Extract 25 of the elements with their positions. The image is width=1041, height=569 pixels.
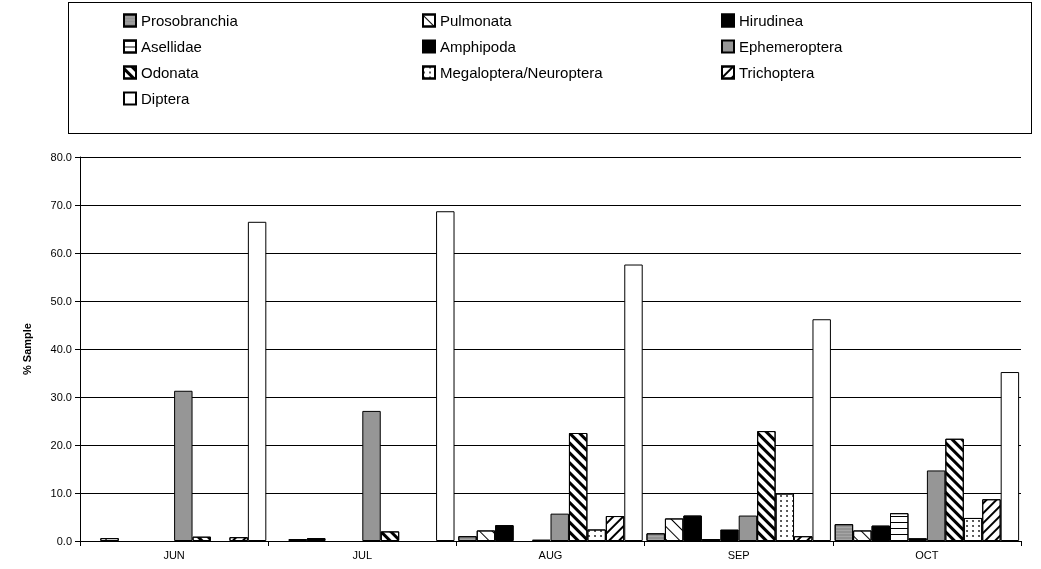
- y-axis-title: % Sample: [20, 323, 33, 375]
- legend-label: Amphipoda: [440, 38, 517, 55]
- x-tick-label: OCT: [915, 548, 939, 561]
- legend-label: Trichoptera: [739, 64, 815, 81]
- y-tick-label: 20.0: [50, 439, 72, 451]
- legend-label: Odonata: [141, 64, 200, 81]
- legend-label: Diptera: [141, 90, 191, 107]
- y-tick-label: 30.0: [50, 391, 72, 403]
- y-tick-label: 0.0: [56, 535, 72, 547]
- x-tick-label: SEP: [727, 548, 750, 561]
- x-tick-label: AUG: [538, 548, 563, 561]
- y-tick-label: 80.0: [50, 151, 72, 163]
- y-tick-label: 40.0: [50, 343, 72, 355]
- y-tick-label: 60.0: [50, 247, 72, 259]
- y-tick-label: 10.0: [50, 487, 72, 499]
- x-tick-label: JUN: [163, 548, 185, 561]
- legend-label: Pulmonata: [440, 12, 513, 29]
- legend-label: Prosobranchia: [141, 12, 239, 29]
- y-tick-label: 50.0: [50, 295, 72, 307]
- legend-label: Asellidae: [141, 38, 202, 55]
- legend-label: Megaloptera/Neuroptera: [440, 64, 604, 81]
- x-tick-label: JUL: [352, 548, 373, 561]
- legend-label: Ephemeroptera: [739, 38, 844, 55]
- legend-label: Hirudinea: [739, 12, 804, 29]
- y-tick-label: 70.0: [50, 199, 72, 211]
